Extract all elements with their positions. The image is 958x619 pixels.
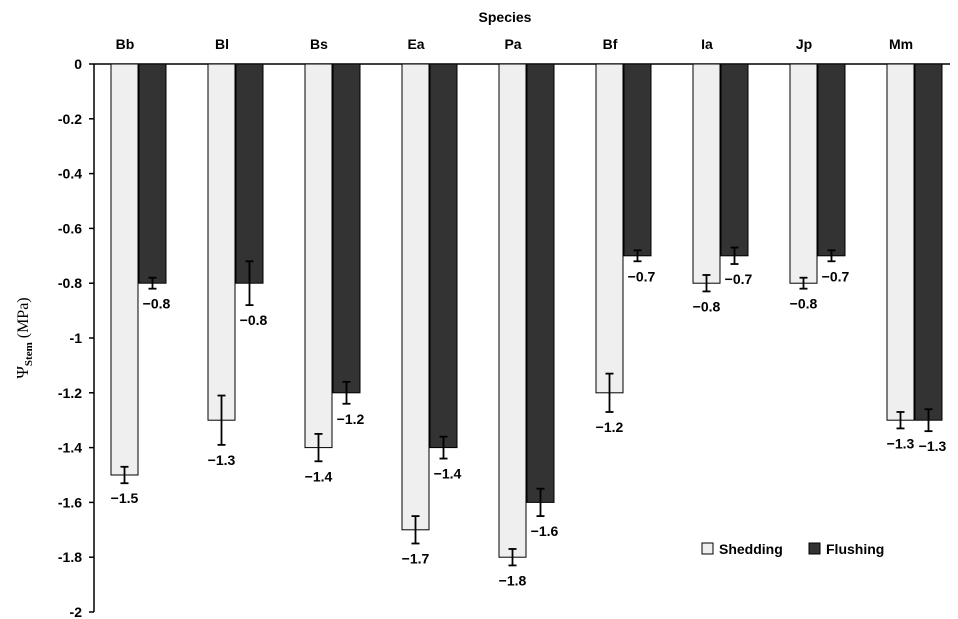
bar-flushing	[623, 63, 652, 257]
bar-flushing	[138, 63, 167, 284]
bar-value-label: −1.2	[337, 411, 365, 427]
bar-flushing	[235, 63, 264, 284]
y-axis-label-subscript: Stem	[23, 342, 35, 366]
bar-shedding	[401, 63, 430, 531]
bar-value-label: −0.8	[143, 296, 171, 312]
bar-value-label: −0.7	[822, 268, 850, 284]
bar-flushing	[817, 63, 846, 257]
bar-value-label: −1.7	[402, 551, 430, 567]
x-category-label: Pa	[504, 36, 521, 52]
bar-value-label: −0.8	[790, 296, 818, 312]
legend-label-shedding: Shedding	[719, 541, 783, 557]
y-tick-label: 0	[74, 56, 82, 72]
bar-value-label: −1.3	[887, 435, 915, 451]
y-axis-label: ΨStem (MPa)	[13, 297, 35, 378]
x-category-label: Ea	[407, 36, 424, 52]
x-category-label: Mm	[889, 36, 913, 52]
y-tick-label: -0.2	[58, 111, 82, 127]
y-axis-label-symbol: Ψ	[13, 366, 32, 379]
bar-flushing	[914, 63, 943, 421]
y-tick-label: -0.8	[58, 275, 82, 291]
svg-text:ΨStem(MPa): ΨStem (MPa)	[13, 297, 35, 378]
y-tick-label: -0.4	[58, 166, 82, 182]
x-category-label: Bl	[215, 36, 229, 52]
y-tick-label: -1	[70, 330, 83, 346]
bar-shedding	[595, 63, 624, 394]
bar-value-label: −1.5	[111, 490, 139, 506]
bar-flushing	[332, 63, 361, 394]
bar-value-label: −1.3	[208, 452, 236, 468]
x-category-label: Bb	[116, 36, 135, 52]
y-tick-label: -2	[70, 604, 83, 619]
bar-value-label: −1.8	[499, 572, 527, 588]
bar-shedding	[886, 63, 915, 421]
bar-value-label: −1.3	[919, 438, 947, 454]
x-category-label: Ia	[701, 36, 713, 52]
x-category-label: Bs	[310, 36, 328, 52]
bar-value-label: −1.6	[531, 523, 559, 539]
bar-value-label: −0.8	[693, 298, 721, 314]
x-category-label: Jp	[796, 36, 812, 52]
bar-flushing	[720, 63, 749, 257]
y-tick-label: -1.8	[58, 549, 82, 565]
bar-value-label: −0.7	[628, 268, 656, 284]
bar-flushing	[429, 63, 458, 449]
legend: Shedding Flushing	[701, 541, 884, 557]
bar-value-label: −0.8	[240, 312, 268, 328]
bar-shedding	[304, 63, 333, 449]
bar-value-label: −0.7	[725, 271, 753, 287]
bar-value-label: −1.2	[596, 419, 624, 435]
bar-shedding	[207, 63, 236, 421]
y-tick-label: -1.6	[58, 494, 82, 510]
bar-shedding	[692, 63, 721, 284]
x-category-label: Bf	[603, 36, 618, 52]
bar-shedding	[789, 63, 818, 284]
chart-title: Species	[479, 9, 532, 25]
y-tick-label: -0.6	[58, 220, 82, 236]
bar-shedding	[498, 63, 527, 558]
y-axis-label-unit: (MPa)	[15, 297, 32, 338]
legend-swatch-shedding	[701, 542, 714, 555]
y-ticks: 0 -0.2 -0.4 -0.6 -0.8 -1 -1.2 -1.4 -1.6 -1.8 -2	[58, 56, 94, 619]
legend-swatch-flushing	[808, 542, 821, 555]
bar-shedding	[110, 63, 139, 476]
bar-value-label: −1.4	[434, 466, 462, 482]
bars: −1.5 −1.3 −1.4 −1.7 −1.8 −1.2 −0.8 −0.8 −1.3 −0.8…	[110, 63, 947, 588]
bar-flushing	[526, 63, 555, 503]
x-category-labels: Bb Bl Bs Ea Pa Bf Ia Jp Mm	[116, 36, 913, 52]
legend-label-flushing: Flushing	[826, 541, 884, 557]
y-tick-label: -1.2	[58, 385, 82, 401]
y-tick-label: -1.4	[58, 440, 82, 456]
bar-value-label: −1.4	[305, 468, 333, 484]
